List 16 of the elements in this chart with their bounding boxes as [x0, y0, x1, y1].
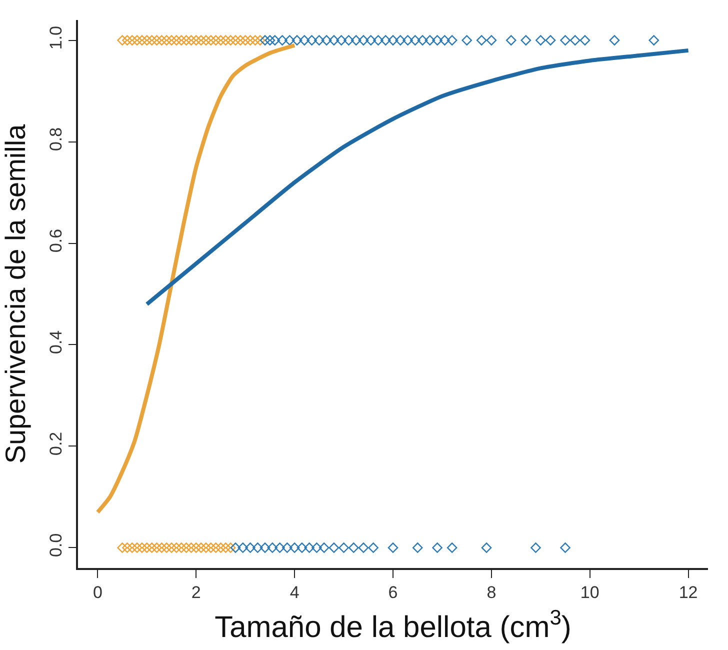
y-tick-label: 1.0 — [46, 26, 66, 50]
x-tick-label: 12 — [678, 583, 698, 602]
x-tick-label: 2 — [191, 583, 201, 602]
x-tick-label: 6 — [388, 583, 398, 602]
x-tick-label: 8 — [486, 583, 496, 602]
x-tick-label: 4 — [290, 583, 300, 602]
y-tick-label: 0.0 — [46, 533, 66, 557]
y-tick-label: 0.4 — [46, 330, 66, 354]
x-axis-title: Tamaño de la bellota (cm$^{3}$) — [214, 606, 572, 644]
line-series — [144, 48, 690, 306]
y-tick-label: 0.6 — [46, 228, 66, 253]
y-tick-label: 0.2 — [46, 432, 66, 456]
y-tick-label: 0.8 — [46, 127, 66, 152]
x-tick-label: 0 — [92, 583, 102, 602]
x-tick-label: 10 — [580, 583, 600, 602]
y-axis-title: Supervivencia de la semilla — [0, 124, 31, 464]
